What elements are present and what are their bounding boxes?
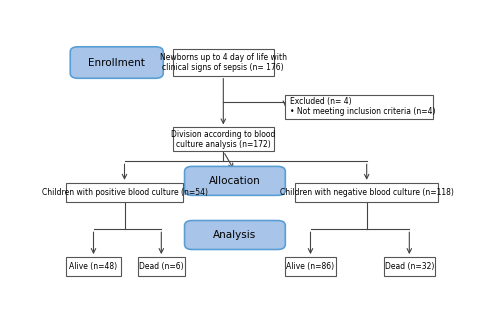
Text: Analysis: Analysis (214, 230, 256, 240)
Text: Children with negative blood culture (n=118): Children with negative blood culture (n=… (280, 188, 454, 197)
FancyBboxPatch shape (70, 47, 163, 78)
FancyBboxPatch shape (184, 220, 286, 250)
Text: Enrollment: Enrollment (88, 58, 145, 68)
FancyBboxPatch shape (173, 49, 274, 76)
Text: Alive (n=48): Alive (n=48) (70, 262, 117, 271)
FancyBboxPatch shape (138, 257, 184, 276)
Text: Allocation: Allocation (209, 176, 261, 186)
Text: Division according to blood
culture analysis (n=172): Division according to blood culture anal… (171, 129, 276, 149)
FancyBboxPatch shape (384, 257, 434, 276)
FancyBboxPatch shape (295, 183, 438, 202)
Text: Dead (n=6): Dead (n=6) (139, 262, 184, 271)
FancyBboxPatch shape (173, 127, 274, 151)
Text: Alive (n=86): Alive (n=86) (286, 262, 335, 271)
Text: Excluded (n= 4)
• Not meeting inclusion criteria (n=4): Excluded (n= 4) • Not meeting inclusion … (290, 97, 436, 116)
Text: Children with positive blood culture (n=54): Children with positive blood culture (n=… (42, 188, 207, 197)
FancyBboxPatch shape (66, 183, 182, 202)
FancyBboxPatch shape (286, 95, 432, 119)
Text: Dead (n=32): Dead (n=32) (384, 262, 434, 271)
FancyBboxPatch shape (184, 166, 286, 195)
FancyBboxPatch shape (286, 257, 336, 276)
FancyBboxPatch shape (66, 257, 120, 276)
Text: Newborns up to 4 day of life with
clinical signs of sepsis (n= 176): Newborns up to 4 day of life with clinic… (160, 53, 287, 72)
